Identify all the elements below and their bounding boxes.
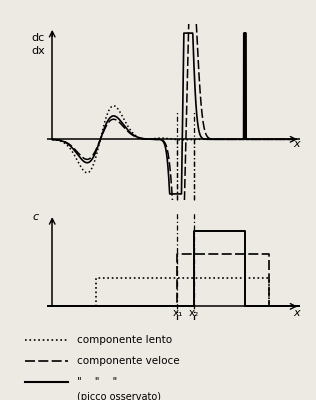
Text: "    "    ": " " " xyxy=(77,378,117,387)
Text: componente veloce: componente veloce xyxy=(77,356,179,366)
Text: x₂: x₂ xyxy=(189,308,199,318)
Text: (picco osservato): (picco osservato) xyxy=(77,392,161,400)
Text: dc
dx: dc dx xyxy=(31,33,45,56)
Text: c: c xyxy=(32,212,39,222)
Text: x₁: x₁ xyxy=(172,308,183,318)
Text: componente lento: componente lento xyxy=(77,335,172,345)
Text: x: x xyxy=(293,308,300,318)
Text: x: x xyxy=(293,139,300,149)
